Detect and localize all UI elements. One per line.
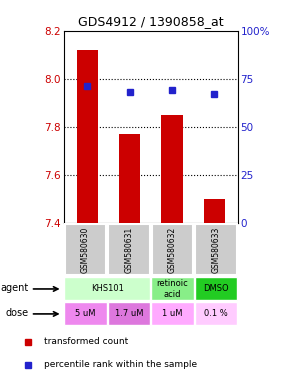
FancyBboxPatch shape [64, 303, 107, 325]
Text: KHS101: KHS101 [91, 285, 124, 293]
Text: GSM580631: GSM580631 [124, 227, 134, 273]
Text: DMSO: DMSO [203, 285, 229, 293]
Text: 0.1 %: 0.1 % [204, 310, 228, 318]
FancyBboxPatch shape [195, 224, 237, 275]
FancyBboxPatch shape [151, 303, 194, 325]
Text: retinoic
acid: retinoic acid [157, 279, 189, 299]
FancyBboxPatch shape [108, 224, 150, 275]
FancyBboxPatch shape [152, 224, 193, 275]
Text: GSM580633: GSM580633 [211, 227, 221, 273]
FancyBboxPatch shape [108, 303, 151, 325]
Bar [119, 134, 140, 223]
Text: dose: dose [6, 308, 29, 318]
Text: 1 uM: 1 uM [162, 310, 183, 318]
Title: GDS4912 / 1390858_at: GDS4912 / 1390858_at [78, 15, 224, 28]
FancyBboxPatch shape [195, 303, 237, 325]
Text: percentile rank within the sample: percentile rank within the sample [44, 360, 197, 369]
Bar [162, 115, 183, 223]
FancyBboxPatch shape [65, 224, 106, 275]
Bar [77, 50, 98, 223]
Text: GSM580630: GSM580630 [81, 227, 90, 273]
Text: GSM580632: GSM580632 [168, 227, 177, 273]
FancyBboxPatch shape [64, 278, 151, 300]
Text: agent: agent [1, 283, 29, 293]
Bar [204, 199, 225, 223]
Text: transformed count: transformed count [44, 337, 128, 346]
FancyBboxPatch shape [195, 278, 237, 300]
Text: 5 uM: 5 uM [75, 310, 96, 318]
FancyBboxPatch shape [151, 278, 194, 300]
Text: 1.7 uM: 1.7 uM [115, 310, 143, 318]
